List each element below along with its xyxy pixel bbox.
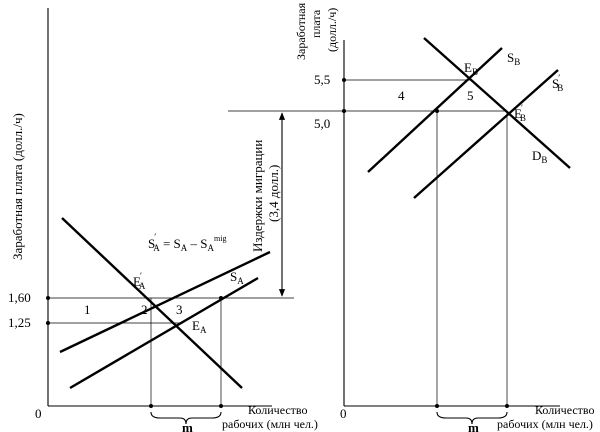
- right-y-axis-title-2: плата: [309, 9, 323, 38]
- right-tick-50-dot: [342, 109, 346, 113]
- right-point-EB-prime: E′ B: [514, 103, 526, 123]
- right-origin: 0: [340, 406, 347, 421]
- left-equation: S′ A = SA – SAmig: [148, 232, 226, 253]
- left-tick-125: 1,25: [8, 315, 31, 330]
- right-x-axis-title-1: Количество: [535, 403, 594, 417]
- migration-cost-label-2: (3,4 долл.): [266, 165, 281, 222]
- left-brace-label: m: [182, 420, 193, 432]
- left-x-axis-title-1: Количество: [248, 403, 307, 417]
- left-q-dot-2: [219, 404, 223, 408]
- left-point-EA: EA: [192, 318, 207, 335]
- left-tick-125-dot: [46, 321, 50, 325]
- left-x-axis-title-2: рабочих (млн чел.): [222, 417, 318, 431]
- right-label-SB: SB: [507, 50, 520, 67]
- right-label-SB-prime: S′ B: [552, 73, 563, 93]
- right-y-axis-title-3: (долл./ч): [325, 8, 339, 52]
- right-tick-55: 5,5: [314, 72, 330, 87]
- right-tick-50: 5,0: [314, 116, 330, 131]
- left-region-3: 3: [176, 302, 183, 317]
- right-supply-curve: [367, 47, 503, 173]
- left-q-dot-1: [149, 404, 153, 408]
- left-region-2: 2: [141, 302, 148, 317]
- migration-cost-label-1: Издержки миграции: [250, 140, 265, 252]
- left-label-SA: SA: [230, 269, 244, 286]
- left-demand-curve: [61, 217, 243, 389]
- left-y-axis-title: Заработная плата (долл./ч): [10, 113, 25, 260]
- right-region-5: 5: [467, 88, 474, 103]
- right-y-axis-title-1: Заработная: [294, 2, 308, 60]
- right-brace: [436, 411, 508, 425]
- left-tick-160-dot: [46, 296, 50, 300]
- right-supply-prime-curve: [413, 69, 559, 199]
- right-region-4: 4: [398, 88, 405, 103]
- left-panel: 0 Заработная плата (долл./ч) Количество …: [8, 8, 342, 432]
- right-label-DB: DB: [532, 148, 547, 165]
- left-brace: [150, 411, 222, 425]
- right-q-dot-2: [505, 404, 509, 408]
- right-brace-label: m: [468, 420, 479, 432]
- right-q-dot-1: [435, 404, 439, 408]
- right-x-axis-title-2: рабочих (млн чел.): [497, 417, 593, 431]
- right-panel: 0 Заработная плата (долл./ч) Количество …: [294, 2, 594, 432]
- left-point-EA-prime: E′ A: [133, 271, 146, 291]
- right-tick-55-dot: [342, 78, 346, 82]
- left-origin: 0: [35, 406, 42, 421]
- left-tick-160: 1,60: [8, 290, 31, 305]
- right-demand-curve: [423, 37, 571, 169]
- right-point-EB: EB: [464, 60, 478, 77]
- left-supply-curve: [69, 276, 259, 390]
- left-region-1: 1: [84, 302, 91, 317]
- left-supply-prime-curve: [59, 250, 271, 354]
